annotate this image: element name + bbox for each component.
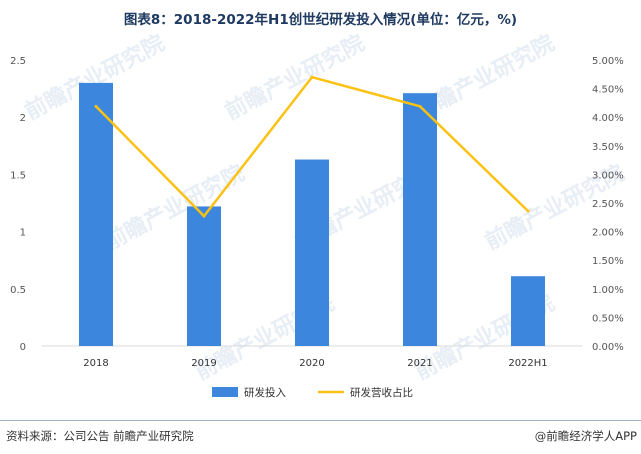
bar	[403, 93, 437, 347]
source-note: 资料来源：公司公告 前瞻产业研究院	[6, 429, 194, 443]
y-left-tick-label: 2.5	[10, 56, 26, 67]
y-left-tick-label: 0.5	[10, 285, 26, 296]
y-left-tick-label: 1.5	[10, 170, 26, 181]
line-point	[526, 209, 530, 213]
footer-divider	[0, 420, 641, 421]
y-right-tick-label: 1.00%	[592, 285, 624, 296]
y-left-tick-label: 0	[20, 342, 26, 353]
bar	[187, 206, 221, 346]
x-tick-label: 2019	[191, 358, 216, 369]
y-right-tick-label: 1.50%	[592, 256, 624, 267]
y-right-tick-label: 0.00%	[592, 342, 624, 353]
legend-label-bar: 研发投入	[244, 386, 286, 399]
chart-title: 图表8：2018-2022年H1创世纪研发投入情况(单位：亿元，%)	[123, 12, 518, 28]
x-tick-label: 2021	[407, 358, 432, 369]
legend-label-line: 研发营收占比	[350, 386, 413, 399]
y-right-tick-label: 4.50%	[592, 85, 624, 96]
x-tick-label: 2020	[299, 358, 324, 369]
y-right-tick-label: 0.50%	[592, 313, 624, 324]
line-point	[202, 214, 206, 218]
bar	[295, 159, 329, 346]
labels-layer: 0 0.5 1 1.5 2 2.5 0.00% 0.50% 1.00% 1.50% 2.00% 2.5…	[10, 56, 624, 369]
y-right-tick-label: 2.50%	[592, 199, 624, 210]
watermark-text: 前瞻产业研究院	[221, 30, 369, 125]
x-tick-label: 2022H1	[508, 358, 547, 369]
line-point	[310, 75, 314, 79]
y-right-tick-label: 2.00%	[592, 228, 624, 239]
legend-swatch-bar	[212, 387, 238, 397]
legend-layer: 研发投入 研发营收占比	[212, 386, 413, 399]
y-left-tick-label: 2	[20, 113, 26, 124]
bar	[511, 276, 545, 346]
bar	[79, 82, 113, 346]
line-point	[418, 104, 422, 108]
x-tick-label: 2018	[83, 358, 108, 369]
line-point	[94, 104, 98, 108]
y-right-tick-label: 3.50%	[592, 142, 624, 153]
y-right-tick-label: 5.00%	[592, 56, 624, 67]
watermark-text: 前瞻产业研究院	[101, 160, 249, 255]
y-right-tick-label: 4.00%	[592, 113, 624, 124]
line-layer	[94, 75, 530, 219]
y-left-tick-label: 1	[20, 228, 26, 239]
brand-credit: @前瞻经济学人APP	[534, 429, 637, 443]
y-right-tick-label: 3.00%	[592, 170, 624, 181]
bars-layer	[79, 82, 545, 347]
